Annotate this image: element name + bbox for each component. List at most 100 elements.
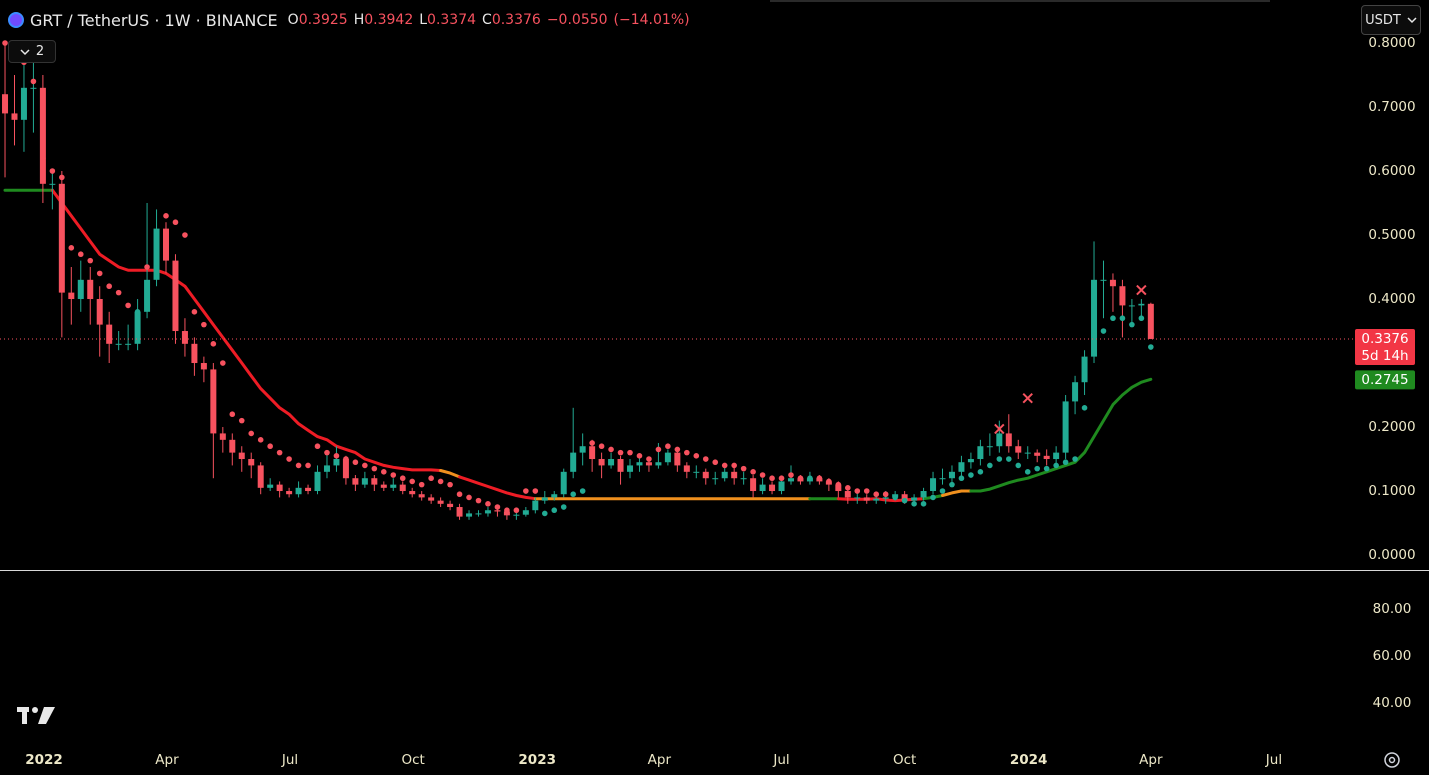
sar-dot — [1100, 328, 1107, 334]
candle-body — [68, 292, 75, 300]
x-tick-label: Jul — [772, 752, 789, 768]
y-tick-label: 40.00 — [1373, 695, 1412, 711]
ma-line — [836, 497, 926, 503]
candle-body — [20, 87, 27, 120]
sar-dot — [248, 430, 255, 437]
x-tick-label: Oct — [893, 752, 916, 768]
sar-dot — [125, 302, 131, 309]
sar-dot — [863, 488, 870, 494]
candle-body — [551, 494, 558, 498]
ohlc-value: 0.3374 — [427, 12, 477, 28]
candle-body — [759, 484, 766, 492]
candle-body — [238, 452, 245, 460]
sar-dot — [617, 449, 624, 456]
settings-icon-center[interactable] — [1388, 756, 1396, 764]
candle-body — [570, 452, 577, 472]
sar-dot — [987, 462, 993, 469]
candle-body — [1005, 433, 1012, 447]
sar-dot — [977, 469, 984, 475]
candle-body — [608, 459, 615, 466]
sar-dot — [68, 245, 75, 251]
sar-dot — [1062, 459, 1069, 466]
y-tick-label: 0.8000 — [1368, 35, 1415, 51]
sar-dot — [845, 485, 851, 491]
candle-body — [494, 510, 501, 512]
sar-dot — [485, 501, 491, 507]
candle-body — [721, 471, 728, 479]
sar-dot — [77, 251, 84, 258]
candle-body — [314, 471, 321, 492]
sar-dot — [163, 213, 169, 219]
x-tick-label: Apr — [155, 752, 179, 768]
ma-line — [969, 377, 1153, 493]
currency: USDT — [1365, 12, 1401, 28]
sar-dot — [882, 491, 889, 498]
candle-body — [930, 478, 937, 492]
candle-body — [49, 183, 56, 185]
sar-dot — [778, 475, 785, 482]
candle-body — [712, 478, 719, 480]
candle-body — [144, 279, 151, 312]
candle-body — [655, 462, 662, 466]
sar-dot — [996, 456, 1003, 462]
candle-body — [1091, 279, 1098, 357]
sar-dot — [930, 494, 936, 501]
sar-dot — [238, 417, 245, 424]
sar-dot — [627, 449, 633, 456]
candle-body — [636, 462, 643, 466]
candle-body — [844, 491, 851, 498]
sar-dot — [541, 510, 548, 517]
top-bar — [770, 0, 1270, 2]
sar-dot — [1072, 456, 1078, 462]
symbol[interactable]: GRT / TetherUS · 1W · BINANCE — [30, 10, 278, 30]
candle-body — [305, 487, 312, 492]
candle-body — [882, 497, 889, 499]
sar-dot — [920, 501, 927, 507]
sar-dot — [229, 411, 236, 418]
candle-body — [664, 452, 671, 463]
settings-button[interactable] — [1384, 752, 1400, 768]
candle-body — [210, 369, 217, 434]
candle-body — [276, 484, 283, 492]
sar-dot — [740, 465, 747, 472]
candle-body — [702, 471, 709, 479]
sar-dot — [87, 257, 94, 264]
x-tick-label: 2023 — [518, 752, 556, 768]
x-tick-label: Apr — [648, 752, 672, 768]
sar-dot — [532, 488, 539, 494]
ma-line — [458, 475, 537, 501]
candle-body — [617, 459, 624, 472]
sar-dot — [570, 491, 576, 498]
candle-body — [1128, 305, 1135, 307]
sar-dot — [646, 456, 652, 462]
y-tick-label: 0.2000 — [1368, 419, 1415, 435]
symbol-logo — [8, 12, 24, 28]
sar-dot — [153, 264, 160, 270]
sar-dot — [1129, 321, 1135, 328]
ma-line — [439, 469, 462, 479]
y-tick-label: 0.1000 — [1368, 483, 1415, 499]
candle-body — [267, 484, 274, 488]
candle-body — [683, 465, 690, 472]
ohlc-key: H — [353, 12, 365, 28]
candle-body — [380, 484, 387, 488]
candle-body — [787, 478, 794, 482]
candle-body — [967, 459, 974, 463]
time-axis: 2022 Apr Jul Oct 2023 Apr Jul Oct 2024 Apr Jul — [25, 752, 1282, 768]
candle-body — [229, 439, 236, 453]
indicators-toggle[interactable]: 2 — [8, 40, 56, 63]
candle-body — [645, 462, 652, 466]
candle-body — [769, 484, 776, 492]
candle-body — [1109, 279, 1116, 287]
ohlc-value: 0.3942 — [364, 12, 414, 28]
candle-body — [1138, 303, 1145, 306]
ma-price-label: 0.2745 — [1361, 372, 1408, 388]
indicators-count: 2 — [35, 44, 45, 59]
currency-button[interactable]: USDT — [1361, 5, 1421, 35]
sar-dot — [475, 497, 482, 504]
chevron-path — [20, 48, 30, 55]
settings-icon[interactable] — [1384, 752, 1400, 768]
sar-dot — [504, 507, 510, 514]
